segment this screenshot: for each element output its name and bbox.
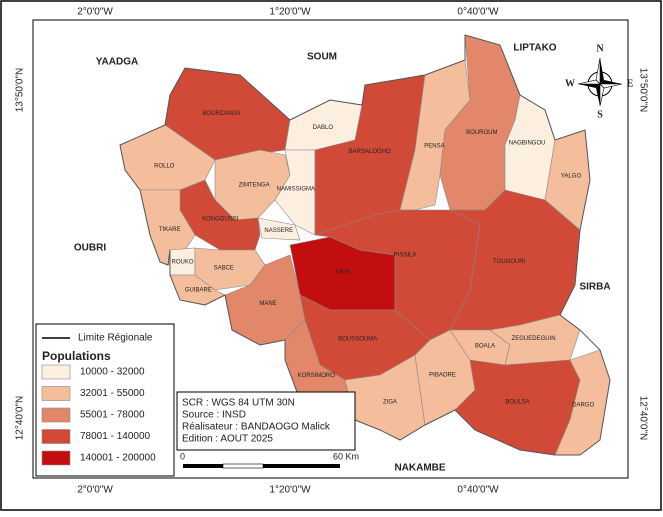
graticule-label: 12°40'0"N xyxy=(15,396,26,441)
commune-label: PIBAORE xyxy=(429,373,456,379)
legend-swatch xyxy=(41,407,71,423)
commune-label: ZEGUEDEGUIN xyxy=(512,336,556,342)
graticule-label: 1°20'0"W xyxy=(269,7,311,18)
compass-s: S xyxy=(597,109,603,120)
legend-swatch xyxy=(41,450,71,466)
compass-n: N xyxy=(596,43,604,54)
graticule-label: 13°50'0"N xyxy=(637,68,648,113)
legend-class-label: 55001 - 78000 xyxy=(80,410,145,421)
commune-label: NAMISSIGMA xyxy=(277,187,315,193)
graticule-label: 2°0'0"W xyxy=(77,485,113,496)
info-box xyxy=(176,391,356,451)
legend-class-label: 78001 - 140000 xyxy=(80,431,151,442)
info-line: Source : INSD xyxy=(182,410,246,421)
commune xyxy=(257,217,301,241)
commune-label: BOUSSOUMA xyxy=(338,336,377,342)
scale-bar: 0 60 Km xyxy=(180,451,359,469)
commune-label: NAGBINGOU xyxy=(509,140,546,146)
neighbor-label: OUBRI xyxy=(74,243,106,254)
scale-segment xyxy=(263,464,340,468)
compass-e: E xyxy=(627,78,634,89)
commune-label: ROLLO xyxy=(154,163,175,169)
commune-label: BOULSA xyxy=(505,400,529,406)
commune-label: NASSERE xyxy=(264,228,293,234)
compass-w: W xyxy=(565,78,575,89)
commune-label: KAYA xyxy=(335,269,350,275)
scale-segment xyxy=(183,464,223,468)
legend-class-label: 140001 - 200000 xyxy=(80,453,156,464)
legend-swatch xyxy=(41,386,71,401)
commune-label: DABLO xyxy=(313,125,334,131)
commune-label: ZIGA xyxy=(383,399,397,405)
neighbor-label: SIRBA xyxy=(579,282,610,293)
graticule-label: 0°40'0"W xyxy=(457,7,499,18)
north-arrow-part xyxy=(577,79,601,85)
north-arrow-part xyxy=(599,83,623,89)
commune-label: ZIMTENGA xyxy=(239,182,270,188)
commune-label: ROUKO xyxy=(171,260,193,266)
legend-title: Populations xyxy=(42,349,111,363)
neighbor-label: SOUM xyxy=(307,52,337,63)
legend-class-label: 32001 - 55000 xyxy=(80,388,145,399)
commune-label: BOURZANGA xyxy=(202,111,240,117)
scale-label: 0 xyxy=(180,451,185,461)
info-line: Réalisateur : BANDAOGO Malick xyxy=(182,422,331,433)
scale-label: 60 Km xyxy=(333,451,359,461)
commune-label: KORSIMORO xyxy=(298,373,336,379)
graticule-label: 2°0'0"W xyxy=(77,7,113,18)
legend: Limite Régionale Populations 10000 - 320… xyxy=(35,323,175,477)
north-arrow-part xyxy=(600,58,604,84)
commune-label: GUIBARE xyxy=(185,288,212,294)
commune-label: TOUGOURI xyxy=(493,259,526,265)
neighbor-label: LIPTAKO xyxy=(513,43,556,54)
legend-swatch xyxy=(41,429,71,444)
commune-label: BOALA xyxy=(475,344,495,350)
graticule-label: 12°40'0"N xyxy=(637,396,648,441)
graticule-label: 1°20'0"W xyxy=(269,485,311,496)
commune-label: YALGO xyxy=(561,174,582,180)
north-arrow: N S E W xyxy=(565,43,634,120)
graticule-label: 0°40'0"W xyxy=(457,485,499,496)
info-line: SCR : WGS 84 UTM 30N xyxy=(182,398,295,409)
commune-label: PISSILA xyxy=(394,253,417,259)
commune-label: BOUROUM xyxy=(466,130,497,136)
north-arrow-part xyxy=(596,84,600,106)
commune xyxy=(489,314,581,366)
legend-class-label: 10000 - 32000 xyxy=(80,367,145,378)
legend-swatch xyxy=(41,364,71,380)
commune xyxy=(399,59,471,211)
info-line: Edition : AOUT 2025 xyxy=(182,434,273,445)
scale-segment xyxy=(222,463,264,469)
commune-label: MANE xyxy=(259,301,276,307)
labels-layer: BOURZANGA DABLO ROLLO ZIMTENGA NAMISSIGMA KON… xyxy=(74,43,611,474)
regional-boundary xyxy=(119,34,611,456)
commune-label: TIKARE xyxy=(159,227,181,233)
commune-label: BARSALOGHO xyxy=(349,149,391,155)
commune-label: PENSA xyxy=(424,144,444,150)
commune-label: DARGO xyxy=(572,403,594,409)
neighbor-label: YAADGA xyxy=(96,57,138,68)
legend-boundary-label: Limite Régionale xyxy=(78,333,153,344)
neighbor-label: NAKAMBE xyxy=(394,463,445,474)
graticule-label: 13°50'0"N xyxy=(15,68,26,113)
north-arrow-part xyxy=(578,84,600,88)
commune-label: KONGOUSSI xyxy=(202,216,239,222)
commune-label: SABCE xyxy=(214,265,234,271)
north-arrow-part xyxy=(600,80,622,84)
